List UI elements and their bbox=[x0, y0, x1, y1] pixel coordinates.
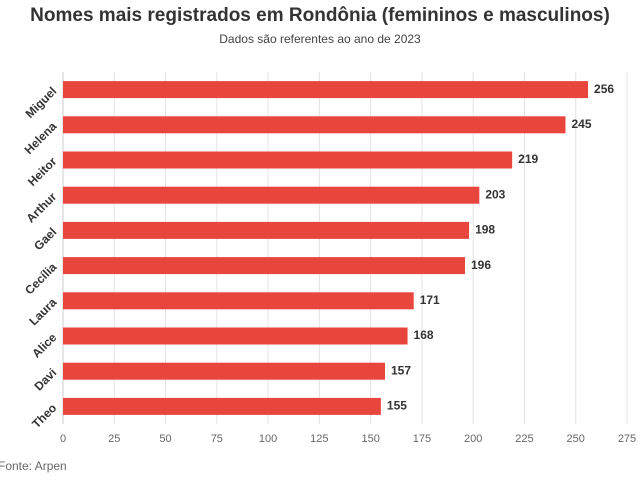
bar bbox=[63, 221, 470, 239]
bar bbox=[63, 397, 381, 415]
bar bbox=[63, 116, 566, 134]
x-tick-label: 175 bbox=[413, 433, 431, 445]
value-label: 155 bbox=[387, 399, 407, 413]
y-tick-label: Gael bbox=[31, 225, 59, 253]
bar bbox=[63, 257, 465, 275]
chart-title: Nomes mais registrados em Rondônia (femi… bbox=[30, 5, 610, 26]
x-tick-label: 200 bbox=[464, 433, 482, 445]
bar bbox=[63, 151, 513, 169]
value-label: 198 bbox=[475, 223, 495, 237]
y-tick-label: Arthur bbox=[24, 189, 60, 225]
value-label: 168 bbox=[414, 328, 434, 342]
x-tick-label: 250 bbox=[567, 433, 585, 445]
y-tick-label: Cecília bbox=[22, 260, 59, 297]
value-label: 157 bbox=[391, 363, 411, 377]
value-label: 171 bbox=[420, 293, 440, 307]
value-label: 219 bbox=[518, 152, 538, 166]
y-tick-label: Davi bbox=[32, 366, 60, 394]
y-tick-label: Theo bbox=[29, 401, 59, 431]
x-tick-label: 75 bbox=[211, 433, 223, 445]
y-tick-label: Miguel bbox=[23, 84, 60, 121]
y-tick-label: Helena bbox=[22, 119, 60, 157]
bar bbox=[63, 186, 480, 204]
x-tick-label: 150 bbox=[361, 433, 379, 445]
x-tick-label: 125 bbox=[310, 433, 328, 445]
x-tick-label: 0 bbox=[60, 433, 66, 445]
bar bbox=[63, 81, 589, 99]
value-label: 196 bbox=[471, 258, 491, 272]
chart-subtitle: Dados são referentes ao ano de 2023 bbox=[219, 32, 421, 46]
source: Fonte: Arpen bbox=[0, 459, 67, 473]
bar bbox=[63, 292, 414, 310]
bar bbox=[63, 362, 385, 380]
value-label: 256 bbox=[594, 82, 614, 96]
x-tick-label: 50 bbox=[159, 433, 171, 445]
bar bbox=[63, 327, 408, 345]
y-tick-label: Heitor bbox=[25, 154, 60, 189]
x-tick-label: 100 bbox=[259, 433, 277, 445]
value-label: 245 bbox=[571, 117, 591, 131]
y-tick-label: Laura bbox=[26, 295, 59, 328]
x-tick-label: 225 bbox=[515, 433, 533, 445]
x-tick-label: 275 bbox=[618, 433, 636, 445]
value-label: 203 bbox=[485, 187, 505, 201]
x-tick-label: 25 bbox=[108, 433, 120, 445]
y-tick-label: Alice bbox=[29, 330, 59, 360]
